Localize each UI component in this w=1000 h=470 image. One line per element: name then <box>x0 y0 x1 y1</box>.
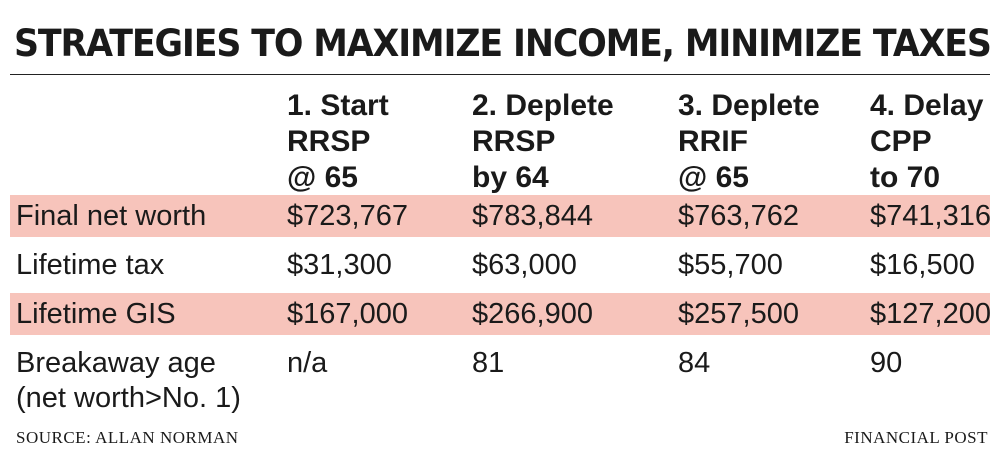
row-label-lifetime-gis: Lifetime GIS <box>16 298 176 330</box>
column-header-3-line1: 3. Deplete <box>678 89 820 122</box>
column-header-2: 2. Deplete RRSP by 64 <box>472 88 614 196</box>
table-cell: n/a <box>287 347 328 379</box>
table-cell: $783,844 <box>472 200 593 232</box>
column-header-3-line2: RRIF <box>678 125 748 158</box>
column-header-4-line1: 4. Delay <box>870 89 984 122</box>
row-label-breakaway-age-note: (net worth>No. 1) <box>16 382 241 414</box>
row-label-final-net-worth: Final net worth <box>16 200 207 232</box>
table-cell: $63,000 <box>472 249 577 281</box>
chart-title: STRATEGIES TO MAXIMIZE INCOME, MINIMIZE … <box>14 22 992 65</box>
publisher-credit: FINANCIAL POST <box>844 428 988 447</box>
title-rule <box>10 74 990 75</box>
column-header-2-line2: RRSP <box>472 125 556 158</box>
source-note: SOURCE: ALLAN NORMAN <box>16 428 239 447</box>
table-cell: $266,900 <box>472 298 593 330</box>
column-header-3: 3. Deplete RRIF @ 65 <box>678 88 820 196</box>
highlight-band-final-net-worth <box>10 195 990 237</box>
column-header-2-line1: 2. Deplete <box>472 89 614 122</box>
table-cell: $127,200 <box>870 298 991 330</box>
column-header-1-line3: @ 65 <box>287 161 358 194</box>
table-cell: $167,000 <box>287 298 408 330</box>
row-label-lifetime-tax: Lifetime tax <box>16 249 165 281</box>
column-header-1-line1: 1. Start <box>287 89 389 122</box>
column-header-4: 4. Delay CPP to 70 <box>870 88 983 196</box>
table-cell: $55,700 <box>678 249 783 281</box>
table-cell: 90 <box>870 347 903 379</box>
highlight-band-lifetime-gis <box>10 293 990 335</box>
column-header-3-line3: @ 65 <box>678 161 749 194</box>
column-header-4-line3: to 70 <box>870 161 941 194</box>
table-cell: $723,767 <box>287 200 408 232</box>
column-header-4-line2: CPP <box>870 125 932 158</box>
table-cell: $741,316 <box>870 200 991 232</box>
row-label-breakaway-age: Breakaway age <box>16 347 216 379</box>
table-cell: $16,500 <box>870 249 975 281</box>
table-cell: $257,500 <box>678 298 799 330</box>
column-header-1-line2: RRSP <box>287 125 371 158</box>
table-cell: $31,300 <box>287 249 392 281</box>
table-cell: 84 <box>678 347 711 379</box>
table-cell: 81 <box>472 347 505 379</box>
column-header-1: 1. Start RRSP @ 65 <box>287 88 389 196</box>
table-cell: $763,762 <box>678 200 799 232</box>
column-header-2-line3: by 64 <box>472 161 549 194</box>
